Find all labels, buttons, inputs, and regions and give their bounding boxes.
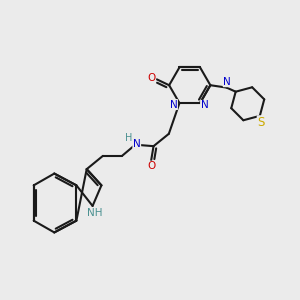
Text: N: N [223, 77, 231, 87]
Text: NH: NH [87, 208, 102, 218]
Text: N: N [170, 100, 177, 110]
Text: S: S [257, 116, 265, 129]
Text: H: H [125, 133, 133, 143]
Text: N: N [133, 139, 141, 149]
Text: N: N [201, 100, 208, 110]
Text: O: O [147, 161, 155, 171]
Text: O: O [147, 73, 156, 83]
